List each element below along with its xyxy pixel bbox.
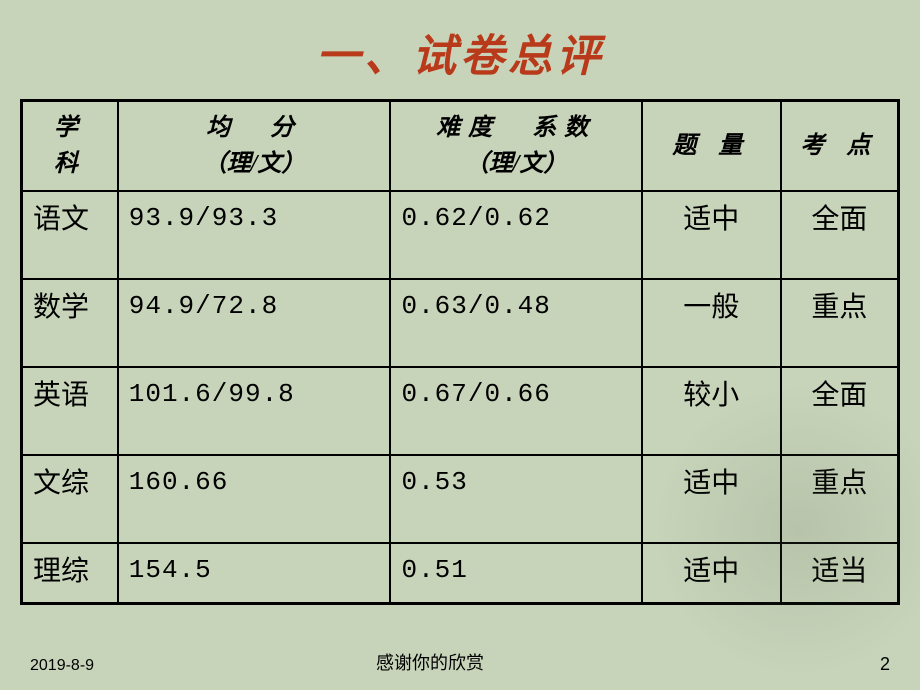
footer-text: 感谢你的欣赏 [376,649,484,675]
cell-subject: 文综 [22,455,118,543]
cell-point: 全面 [781,191,899,279]
header-difficulty: 难度 系数 （理/文） [390,101,641,192]
footer-date: 2019-8-9 [30,657,94,675]
cell-amount: 适中 [642,191,781,279]
page-title: 一、试卷总评 [0,0,920,99]
header-score: 均 分 （理/文） [118,101,391,192]
header-amount: 题 量 [642,101,781,192]
header-difficulty-line1: 难度 系数 [436,115,596,141]
header-score-line1: 均 分 [206,115,302,141]
table-header-row: 学 科 均 分 （理/文） 难度 系数 （理/文） 题 量 考 点 [22,101,899,192]
cell-subject: 英语 [22,367,118,455]
cell-score: 94.9/72.8 [118,279,391,367]
cell-difficulty: 0.62/0.62 [390,191,641,279]
cell-subject: 理综 [22,543,118,603]
table-row: 语文 93.9/93.3 0.62/0.62 适中 全面 [22,191,899,279]
cell-subject: 数学 [22,279,118,367]
cell-score: 160.66 [118,455,391,543]
cell-subject: 语文 [22,191,118,279]
header-score-line2: （理/文） [129,146,380,182]
footer-page: 2 [880,654,890,675]
cell-score: 93.9/93.3 [118,191,391,279]
background-pattern [520,290,920,690]
header-subject: 学 科 [22,101,118,192]
cell-score: 154.5 [118,543,391,603]
header-point: 考 点 [781,101,899,192]
header-difficulty-line2: （理/文） [401,146,630,182]
cell-score: 101.6/99.8 [118,367,391,455]
